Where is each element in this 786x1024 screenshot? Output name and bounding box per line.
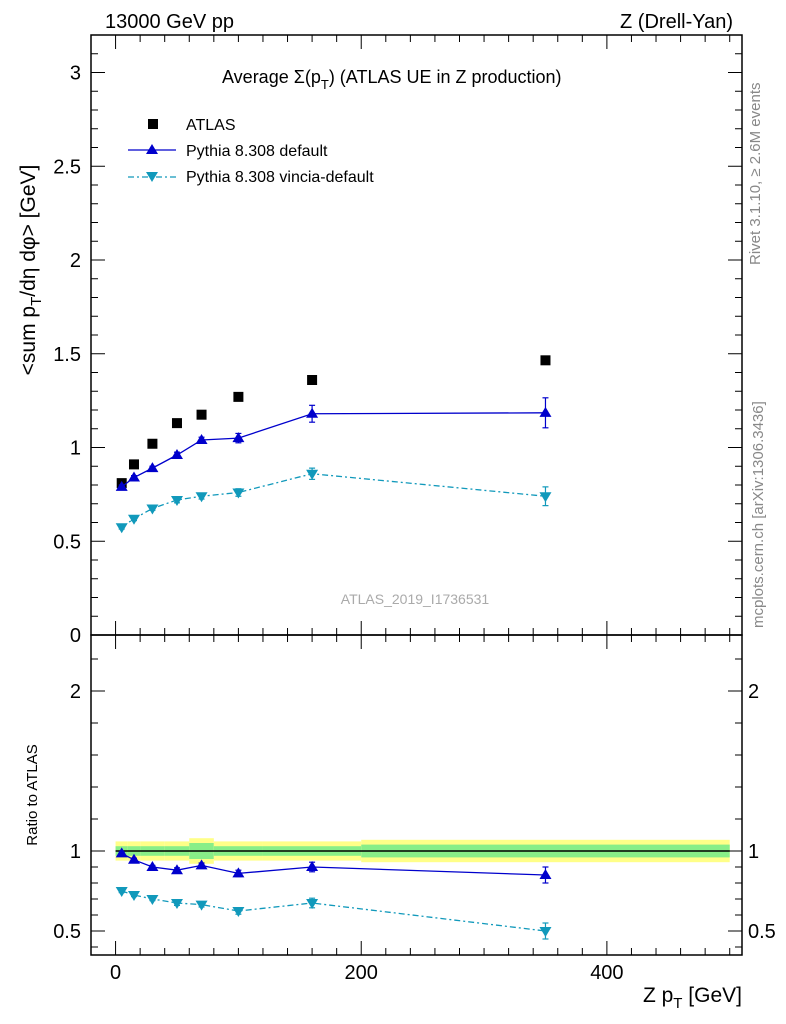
- x-axis-label-sub: T: [673, 995, 682, 1012]
- main-y-tick-label: 2: [70, 250, 81, 272]
- main-y-tick-label: 2.5: [53, 156, 81, 178]
- main-point-pythia-default: [232, 432, 245, 443]
- ratio-frame: [90, 634, 743, 956]
- main-y-tick-label: 3: [70, 63, 81, 85]
- ratio-point-pythia-vincia: [127, 891, 140, 901]
- ratio-point-pythia-default: [539, 869, 552, 879]
- main-point-pythia-vincia: [539, 492, 552, 503]
- ratio-point-pythia-default: [195, 859, 208, 870]
- main-point-atlas: [540, 355, 551, 366]
- main-point-atlas: [233, 391, 244, 402]
- main-point-atlas: [307, 375, 318, 385]
- main-point-atlas: [147, 438, 158, 449]
- ratio-y-tick-label-left: 1: [70, 841, 81, 863]
- main-y-ticks: 0 0.5 1 1.5 2 2.5 3: [53, 34, 742, 647]
- main-y-axis-label-b: /dη dφ> [GeV]: [17, 165, 40, 297]
- chart-title: Average Σ(pT) (ATLAS UE in Z production): [222, 67, 562, 92]
- x-axis-label-b: [GeV]: [682, 984, 742, 1007]
- main-point-pythia-vincia: [195, 492, 208, 503]
- ratio-y-tick-label-left: 0.5: [53, 921, 81, 943]
- x-axis-label: Z pT [GeV]: [643, 984, 742, 1012]
- side-label-rivet: Rivet 3.1.10, ≥ 2.6M events: [747, 83, 764, 266]
- legend-label-atlas: ATLAS: [186, 117, 236, 134]
- ratio-x-ticks: 0 200 400: [90, 635, 731, 984]
- main-plot: 0 0.5 1 1.5 2 2.5 3 ATLAS_2019_I1736531 Averag…: [17, 34, 743, 647]
- side-label-mcplots: mcplots.cern.ch [arXiv:1306.3436]: [750, 401, 767, 628]
- legend-marker-pythia-default: [146, 144, 158, 154]
- ratio-point-pythia-vincia: [232, 907, 245, 917]
- ratio-y-tick-label-right: 0.5: [748, 921, 776, 943]
- legend-marker-atlas: [148, 119, 158, 129]
- main-y-tick-label: 1: [70, 438, 81, 460]
- ratio-point-pythia-default: [170, 864, 183, 875]
- ratio-point-pythia-vincia: [306, 899, 319, 909]
- main-y-tick-label: 0.5: [53, 531, 81, 553]
- x-tick-label: 200: [345, 962, 378, 984]
- main-point-pythia-default: [115, 480, 128, 491]
- main-point-pythia-default: [539, 406, 552, 417]
- header-left: 13000 GeV pp: [105, 11, 234, 33]
- x-axis-label-a: Z p: [643, 984, 673, 1007]
- legend: ATLAS Pythia 8.308 default Pythia 8.308 …: [128, 117, 374, 186]
- main-point-pythia-vincia: [115, 523, 128, 534]
- main-point-pythia-default: [170, 449, 183, 459]
- main-point-pythia-default: [127, 471, 140, 482]
- ratio-y-axis-label: Ratio to ATLAS: [24, 744, 41, 845]
- main-line-pythia-default: [121, 412, 546, 488]
- ratio-point-pythia-vincia: [146, 895, 159, 905]
- main-point-pythia-vincia: [306, 469, 319, 480]
- ratio-point-pythia-vincia: [170, 899, 183, 909]
- main-point-pythia-default: [195, 434, 208, 444]
- ratio-series: [115, 847, 552, 940]
- main-point-pythia-default: [306, 407, 319, 418]
- x-tick-label: 400: [590, 962, 623, 984]
- ratio-y-tick-label-left: 2: [70, 681, 81, 703]
- ratio-point-pythia-default: [127, 853, 140, 864]
- main-point-pythia-vincia: [232, 488, 245, 499]
- main-x-ticks: [90, 35, 731, 635]
- main-y-axis-label: <sum pT/dη dφ> [GeV]: [17, 165, 45, 376]
- ratio-point-pythia-vincia: [115, 887, 128, 897]
- x-tick-label: 0: [110, 962, 121, 984]
- ratio-plot: 0.5 0.5 1 1 2 2 0 200 400 Ratio to ATLAS Z pT […: [24, 634, 776, 1012]
- chart-title-sigma: Σ(p: [294, 67, 321, 87]
- main-point-atlas: [196, 409, 207, 420]
- ratio-point-pythia-default: [115, 847, 128, 858]
- ratio-y-tick-label-right: 2: [748, 681, 759, 703]
- chart-title-prefix: Average: [222, 67, 294, 87]
- main-point-pythia-vincia: [127, 514, 140, 525]
- chart-title-sub: T: [321, 77, 329, 92]
- legend-label-pythia-default: Pythia 8.308 default: [186, 143, 328, 160]
- main-point-atlas: [128, 459, 139, 470]
- chart-title-suffix: ) (ATLAS UE in Z production): [329, 67, 562, 87]
- ratio-point-pythia-default: [232, 867, 245, 878]
- legend-marker-pythia-vincia: [146, 172, 158, 182]
- main-point-pythia-vincia: [146, 504, 159, 515]
- ratio-point-pythia-vincia: [539, 927, 552, 937]
- main-y-axis-label-a: <sum p: [17, 306, 40, 375]
- ratio-point-pythia-vincia: [195, 900, 208, 911]
- ratio-y-tick-label-right: 1: [748, 841, 759, 863]
- header-right: Z (Drell-Yan): [620, 11, 733, 33]
- ratio-line-pythia-vincia: [121, 890, 546, 932]
- legend-label-pythia-vincia: Pythia 8.308 vincia-default: [186, 169, 374, 186]
- main-point-pythia-default: [146, 462, 159, 473]
- main-y-axis-label-sub: T: [28, 297, 45, 306]
- ratio-y-ticks: 0.5 0.5 1 1 2 2: [53, 658, 776, 948]
- ratio-point-pythia-default: [146, 861, 159, 871]
- main-point-atlas: [171, 418, 182, 429]
- watermark: ATLAS_2019_I1736531: [341, 591, 490, 607]
- main-y-tick-label: 0: [70, 625, 81, 647]
- main-point-pythia-vincia: [170, 496, 183, 506]
- ratio-point-pythia-default: [306, 861, 319, 871]
- main-series: [115, 355, 552, 534]
- main-y-tick-label: 1.5: [53, 344, 81, 366]
- main-line-pythia-vincia: [121, 473, 546, 528]
